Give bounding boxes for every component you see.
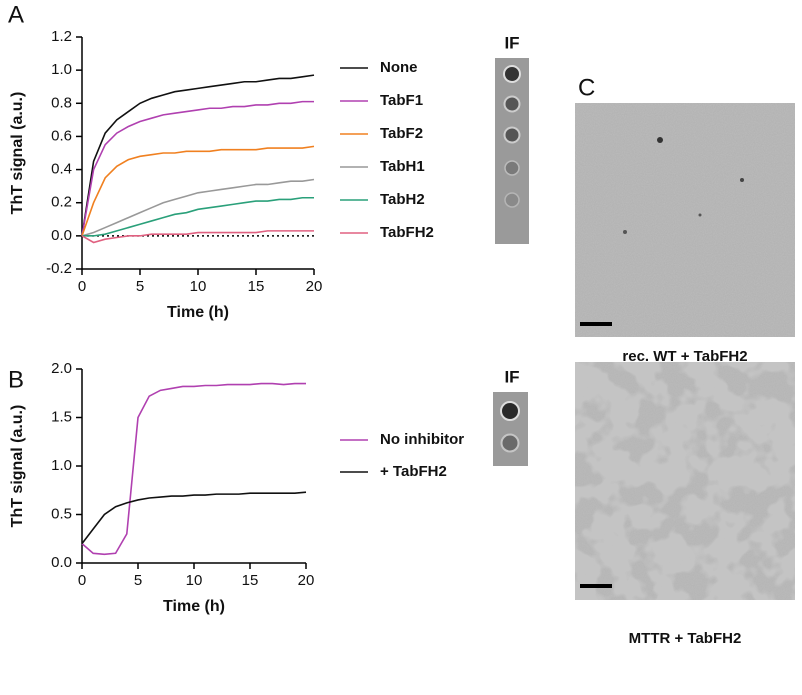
panel-label: B bbox=[8, 366, 24, 393]
y-axis-title: ThT signal (a.u.) bbox=[9, 405, 26, 528]
image-caption: rec. WT + TabFH2 bbox=[622, 348, 747, 365]
y-tick-label: 0.6 bbox=[51, 127, 72, 144]
x-tick-label: 15 bbox=[242, 572, 259, 589]
data-line bbox=[81, 230, 314, 244]
y-tick-label: 1.0 bbox=[51, 61, 72, 78]
x-tick-label: 20 bbox=[306, 278, 323, 295]
y-tick-label: 0.8 bbox=[51, 94, 72, 111]
y-tick-label: 0.5 bbox=[51, 505, 72, 522]
legend-label: TabF1 bbox=[380, 92, 423, 109]
inset-label: IF bbox=[504, 33, 519, 52]
x-tick-label: 5 bbox=[136, 278, 144, 295]
x-tick-label: 10 bbox=[190, 278, 207, 295]
y-tick-label: -0.2 bbox=[46, 260, 72, 277]
x-axis-title: Time (h) bbox=[167, 304, 229, 321]
dot-blot bbox=[493, 392, 528, 466]
legend-label: TabF2 bbox=[380, 125, 423, 142]
data-line bbox=[81, 178, 315, 237]
y-tick-label: 0.0 bbox=[51, 227, 72, 244]
y-tick-label: 0.0 bbox=[51, 554, 72, 571]
data-line bbox=[82, 196, 314, 237]
data-line bbox=[81, 145, 315, 237]
y-tick-label: 1.5 bbox=[51, 408, 72, 425]
x-tick-label: 5 bbox=[134, 572, 142, 589]
x-tick-label: 15 bbox=[248, 278, 265, 295]
x-tick-label: 10 bbox=[186, 572, 203, 589]
panel-label: A bbox=[8, 1, 24, 28]
x-tick-label: 0 bbox=[78, 278, 86, 295]
data-line bbox=[81, 100, 314, 236]
image-caption: MTTR + TabFH2 bbox=[629, 630, 742, 647]
dot-blot bbox=[495, 58, 529, 244]
micrograph bbox=[575, 362, 795, 600]
y-tick-label: 1.0 bbox=[51, 457, 72, 474]
panel-label: C bbox=[578, 74, 595, 101]
x-axis-title: Time (h) bbox=[163, 598, 225, 615]
legend-label: TabFH2 bbox=[380, 224, 434, 241]
data-line bbox=[81, 382, 306, 556]
inset-label: IF bbox=[504, 367, 519, 386]
legend-label: No inhibitor bbox=[380, 431, 464, 448]
y-axis-title: ThT signal (a.u.) bbox=[9, 92, 26, 215]
data-line bbox=[81, 491, 307, 545]
legend-label: None bbox=[380, 59, 418, 76]
y-tick-label: 0.2 bbox=[51, 194, 72, 211]
data-line bbox=[81, 74, 315, 236]
y-tick-label: 2.0 bbox=[51, 360, 72, 377]
legend-label: TabH2 bbox=[380, 191, 425, 208]
micrograph bbox=[575, 103, 795, 337]
legend-label: TabH1 bbox=[380, 158, 425, 175]
y-tick-label: 0.4 bbox=[51, 161, 72, 178]
legend-label: + TabFH2 bbox=[380, 463, 447, 480]
x-tick-label: 0 bbox=[78, 572, 86, 589]
y-tick-label: 1.2 bbox=[51, 28, 72, 45]
x-tick-label: 20 bbox=[298, 572, 315, 589]
